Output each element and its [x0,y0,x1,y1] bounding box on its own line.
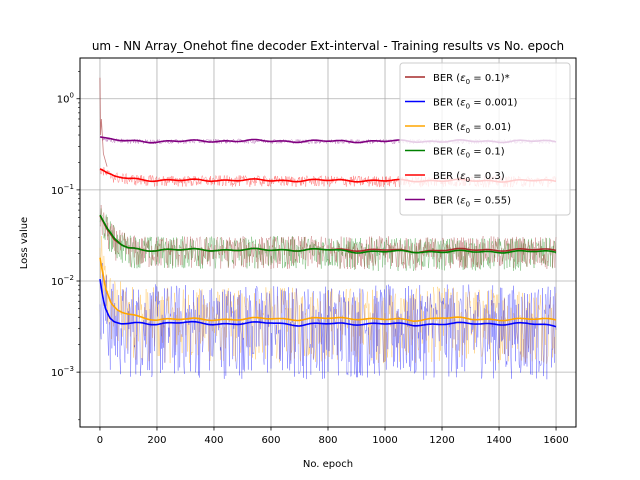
legend-label: BER (ε0 = 0.3) [433,171,505,184]
y-tick-label: 100 [57,92,74,106]
chart-title: um - NN Array_Onehot fine decoder Ext-in… [92,39,564,53]
series-line [99,214,557,254]
raw-trace [99,208,557,272]
x-tick-label: 1600 [543,435,568,446]
y-tick-label: 10−2 [51,274,74,288]
x-tick-label: 800 [318,435,337,446]
legend-box [399,62,571,216]
x-tick-label: 1200 [429,435,454,446]
initial-spike [99,77,108,167]
x-tick-label: 200 [147,435,166,446]
y-axis-label: Loss value [19,217,30,269]
x-tick-label: 600 [261,435,280,446]
series-line [99,257,557,322]
x-tick-label: 0 [97,435,103,446]
legend: BER (ε0 = 0.1)* BER (ε0 = 0.001) BER (ε0 =… [399,62,571,216]
legend-label: BER (ε0 = 0.01) [433,122,511,135]
x-tick-label: 1000 [372,435,397,446]
raw-trace [99,262,557,380]
raw-trace [99,204,557,271]
x-axis-ticks: 0 200 400 600 800 1000 1200 1400 1600 [97,427,569,446]
y-axis-ticks: 10−3 10−2 10−1 100 [51,71,80,421]
legend-label: BER (ε0 = 0.1)* [433,73,510,86]
series-line [99,278,557,328]
legend-label: BER (ε0 = 0.1) [433,147,505,160]
x-tick-label: 1400 [486,435,511,446]
x-tick-label: 400 [204,435,223,446]
legend-label: BER (ε0 = 0.001) [433,98,517,111]
y-tick-label: 10−1 [51,183,74,197]
y-tick-label: 10−3 [51,365,74,379]
x-axis-label: No. epoch [303,459,353,470]
legend-label: BER (ε0 = 0.55) [433,196,511,209]
